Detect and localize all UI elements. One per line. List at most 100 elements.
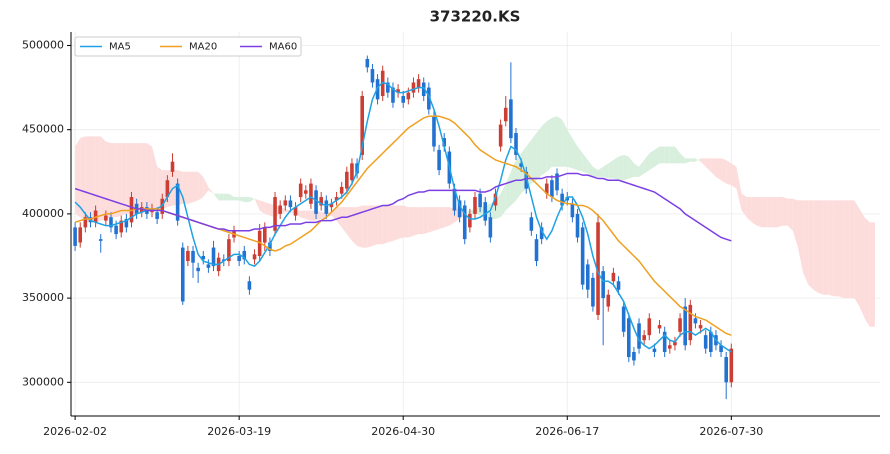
- legend-box: [74, 36, 302, 57]
- cloud-segment: [208, 186, 214, 194]
- cloud-segment: [582, 153, 588, 174]
- y-tick-label: 350000: [22, 291, 64, 304]
- cloud-segment: [603, 163, 609, 179]
- cloud-segment: [423, 207, 429, 235]
- candle-body: [109, 217, 113, 228]
- cloud-segment: [531, 133, 537, 184]
- y-tick-label: 450000: [22, 123, 64, 136]
- candle-body: [283, 200, 288, 206]
- candle-body: [621, 306, 626, 332]
- candle-body: [509, 99, 513, 139]
- candle-body: [83, 217, 88, 228]
- candle-body: [703, 335, 708, 349]
- cloud-segment: [680, 153, 686, 164]
- candle-body: [709, 331, 713, 352]
- axes: 300000 350000 400000 450000 500000 2026-02-02…: [22, 32, 880, 438]
- candle-body: [247, 281, 252, 290]
- cloud-segment: [367, 205, 373, 248]
- cloud-segment: [418, 207, 424, 235]
- cloud-segment: [792, 198, 798, 248]
- cloud-segment: [372, 205, 378, 246]
- legend-label: MA60: [269, 42, 297, 53]
- cloud-segment: [823, 200, 829, 295]
- candle-body: [637, 323, 641, 349]
- candle-body: [227, 239, 231, 262]
- cloud-segment: [726, 160, 732, 186]
- cloud-segment: [808, 200, 814, 290]
- candle-body: [616, 281, 621, 290]
- cloud-segment: [141, 143, 147, 213]
- cloud-segment: [95, 136, 101, 223]
- candle-body: [642, 335, 646, 341]
- cloud-segment: [608, 160, 614, 179]
- cloud-segment: [562, 119, 568, 167]
- cloud-segment: [357, 205, 363, 248]
- cloud-segment: [249, 197, 255, 203]
- cloud-segment: [300, 210, 306, 219]
- cloud-segment: [705, 158, 711, 172]
- candle-body: [591, 277, 595, 307]
- cloud-segment: [777, 197, 783, 228]
- cloud-segment: [767, 197, 773, 228]
- ma-line: [74, 172, 732, 242]
- legend-label: MA20: [189, 42, 217, 53]
- candle-body: [729, 348, 734, 383]
- candle-body: [237, 256, 241, 262]
- candle-body: [319, 197, 323, 206]
- candle-body: [632, 352, 636, 361]
- cloud-segment: [305, 210, 311, 221]
- cloud-segment: [536, 126, 542, 181]
- cloud-segment: [392, 205, 399, 241]
- candle-body: [457, 200, 462, 218]
- candle-body: [391, 87, 395, 103]
- y-tick-label: 400000: [22, 207, 64, 220]
- candle-body: [652, 348, 657, 352]
- cloud-segment: [797, 200, 804, 273]
- cloud-segment: [116, 143, 122, 218]
- candle-body: [524, 171, 529, 189]
- cloud-segment: [439, 207, 445, 230]
- candle-body: [611, 272, 616, 282]
- x-tick-label: 2026-07-30: [699, 425, 763, 438]
- candle-body: [473, 197, 477, 214]
- cloud-segment: [715, 158, 722, 181]
- cloud-segment: [152, 146, 158, 211]
- candle-body: [514, 133, 518, 155]
- x-tick-label: 2026-04-30: [371, 425, 435, 438]
- candle-body: [104, 215, 108, 221]
- cloud-segment: [751, 197, 757, 226]
- cloud-segment: [654, 146, 660, 167]
- cloud-segment: [239, 197, 245, 203]
- y-tick-label: 500000: [22, 38, 64, 51]
- candle-body: [539, 227, 544, 240]
- candle-body: [170, 161, 175, 172]
- candle-body: [262, 227, 267, 243]
- cloud-segment: [669, 146, 675, 164]
- candle-body: [329, 203, 334, 208]
- candle-body: [580, 227, 585, 285]
- candle-body: [73, 227, 77, 246]
- cloud-segment: [695, 158, 701, 162]
- cloud-segment: [244, 197, 250, 203]
- cloud-segment: [818, 200, 824, 295]
- candle-body: [688, 304, 693, 341]
- x-tick-label: 2026-03-19: [207, 425, 271, 438]
- cloud-segment: [75, 138, 81, 218]
- cloud-segment: [685, 158, 691, 164]
- candle-body: [278, 205, 282, 214]
- candle-body: [324, 200, 329, 214]
- candle-body: [196, 267, 200, 272]
- cloud-segment: [813, 200, 819, 294]
- cloud-segment: [228, 193, 235, 201]
- cloud-segment: [444, 207, 450, 228]
- cloud-segment: [398, 205, 404, 240]
- candle-body: [698, 325, 703, 329]
- cloud-segment: [136, 143, 142, 214]
- y-tick-label: 300000: [22, 375, 64, 388]
- cloud-segment: [664, 146, 670, 164]
- candle-body: [129, 197, 134, 223]
- candle-body: [298, 183, 303, 198]
- cloud-segment: [762, 197, 768, 228]
- candle-body: [186, 250, 190, 262]
- cloud-segment: [644, 153, 650, 174]
